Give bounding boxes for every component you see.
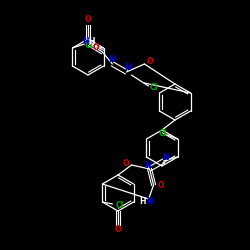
Text: O: O <box>122 158 129 168</box>
Text: Cl: Cl <box>158 130 167 138</box>
Text: N: N <box>144 160 151 170</box>
Text: O: O <box>115 226 121 234</box>
Text: O: O <box>146 56 153 66</box>
Text: N: N <box>146 198 153 206</box>
Text: Cl: Cl <box>84 40 93 50</box>
Text: Cl: Cl <box>115 200 124 209</box>
Text: O: O <box>92 42 99 51</box>
Text: H: H <box>88 38 95 46</box>
Text: H: H <box>139 198 146 206</box>
Text: N: N <box>162 152 169 162</box>
Text: O: O <box>157 180 164 190</box>
Text: O: O <box>85 16 91 24</box>
Text: N: N <box>124 64 131 72</box>
Text: N: N <box>108 56 115 64</box>
Text: Cl: Cl <box>149 82 158 92</box>
Text: N: N <box>82 38 89 46</box>
